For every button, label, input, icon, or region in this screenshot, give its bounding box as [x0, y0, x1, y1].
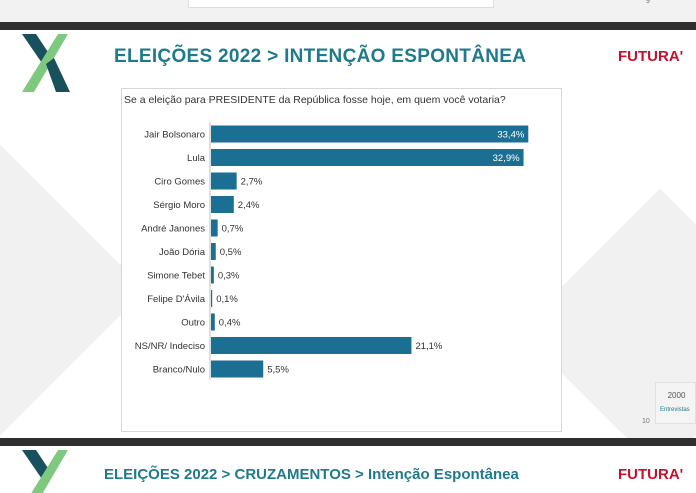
category-label: Ciro Gomes [154, 177, 205, 188]
data-label: 0,1% [216, 294, 238, 305]
bar [211, 290, 213, 307]
bar [211, 266, 214, 284]
category-label: Branco/Nulo [153, 365, 205, 376]
next-slide-fragment: ELEIÇÕES 2022 > CRUZAMENTOS > Intenção E… [0, 446, 696, 493]
data-label: 33,4% [497, 130, 524, 141]
futura-logo-icon [22, 34, 70, 92]
futura-logo-icon [22, 450, 68, 493]
data-label: 0,3% [218, 271, 240, 282]
bar [211, 219, 218, 237]
next-slide-brand-text: FUTURA' [618, 466, 684, 483]
category-label: Felipe D'Ávila [147, 294, 205, 305]
previous-slide-fragment: 9 [0, 0, 696, 22]
category-label: Simone Tebet [147, 271, 205, 282]
bar [211, 360, 264, 378]
data-label: 2,4% [238, 200, 260, 211]
data-label: 2,7% [241, 177, 263, 188]
bar [211, 196, 234, 213]
bar [211, 125, 529, 143]
category-label: NS/NR/ Indeciso [135, 341, 205, 352]
bar-chart: Jair Bolsonaro 33,4% Lula 32,9% Ciro Gomes 2,… [135, 122, 529, 380]
previous-slide-page-mark: 9 [646, 0, 650, 5]
page-number: 10 [642, 418, 650, 425]
next-slide-title: ELEIÇÕES 2022 > CRUZAMENTOS > Intenção E… [104, 466, 519, 483]
main-slide: ELEIÇÕES 2022 > INTENÇÃO ESPONTÂNEA FUTU… [0, 30, 696, 438]
previous-slide-card [188, 0, 494, 8]
brand-logo-text: FUTURA' [618, 48, 684, 65]
data-label: 21,1% [415, 341, 442, 352]
data-label: 0,4% [219, 318, 241, 329]
category-label: Jair Bolsonaro [144, 130, 205, 141]
chart-card [121, 88, 562, 432]
bar [211, 313, 215, 331]
bar [211, 243, 216, 260]
category-label: Outro [181, 318, 205, 329]
data-label: 5,5% [267, 365, 289, 376]
sample-size-label: Entrevistas [660, 407, 690, 413]
data-label: 32,9% [493, 153, 520, 164]
bar [211, 149, 524, 166]
category-label: Lula [187, 153, 206, 164]
slide-separator [0, 22, 696, 30]
sample-size-box: 2000 Entrevistas [655, 382, 696, 424]
bar [211, 337, 412, 354]
data-label: 0,5% [220, 247, 242, 258]
category-label: João Dória [159, 247, 206, 258]
category-label: André Janones [141, 224, 205, 235]
slide-separator [0, 438, 696, 446]
slide-title: ELEIÇÕES 2022 > INTENÇÃO ESPONTÂNEA [114, 46, 527, 67]
data-label: 0,7% [222, 224, 244, 235]
sample-size-number: 2000 [667, 391, 686, 400]
category-label: Sérgio Moro [153, 200, 205, 211]
bar [211, 172, 237, 190]
chart-question: Se a eleição para PRESIDENTE da Repúblic… [124, 94, 506, 106]
